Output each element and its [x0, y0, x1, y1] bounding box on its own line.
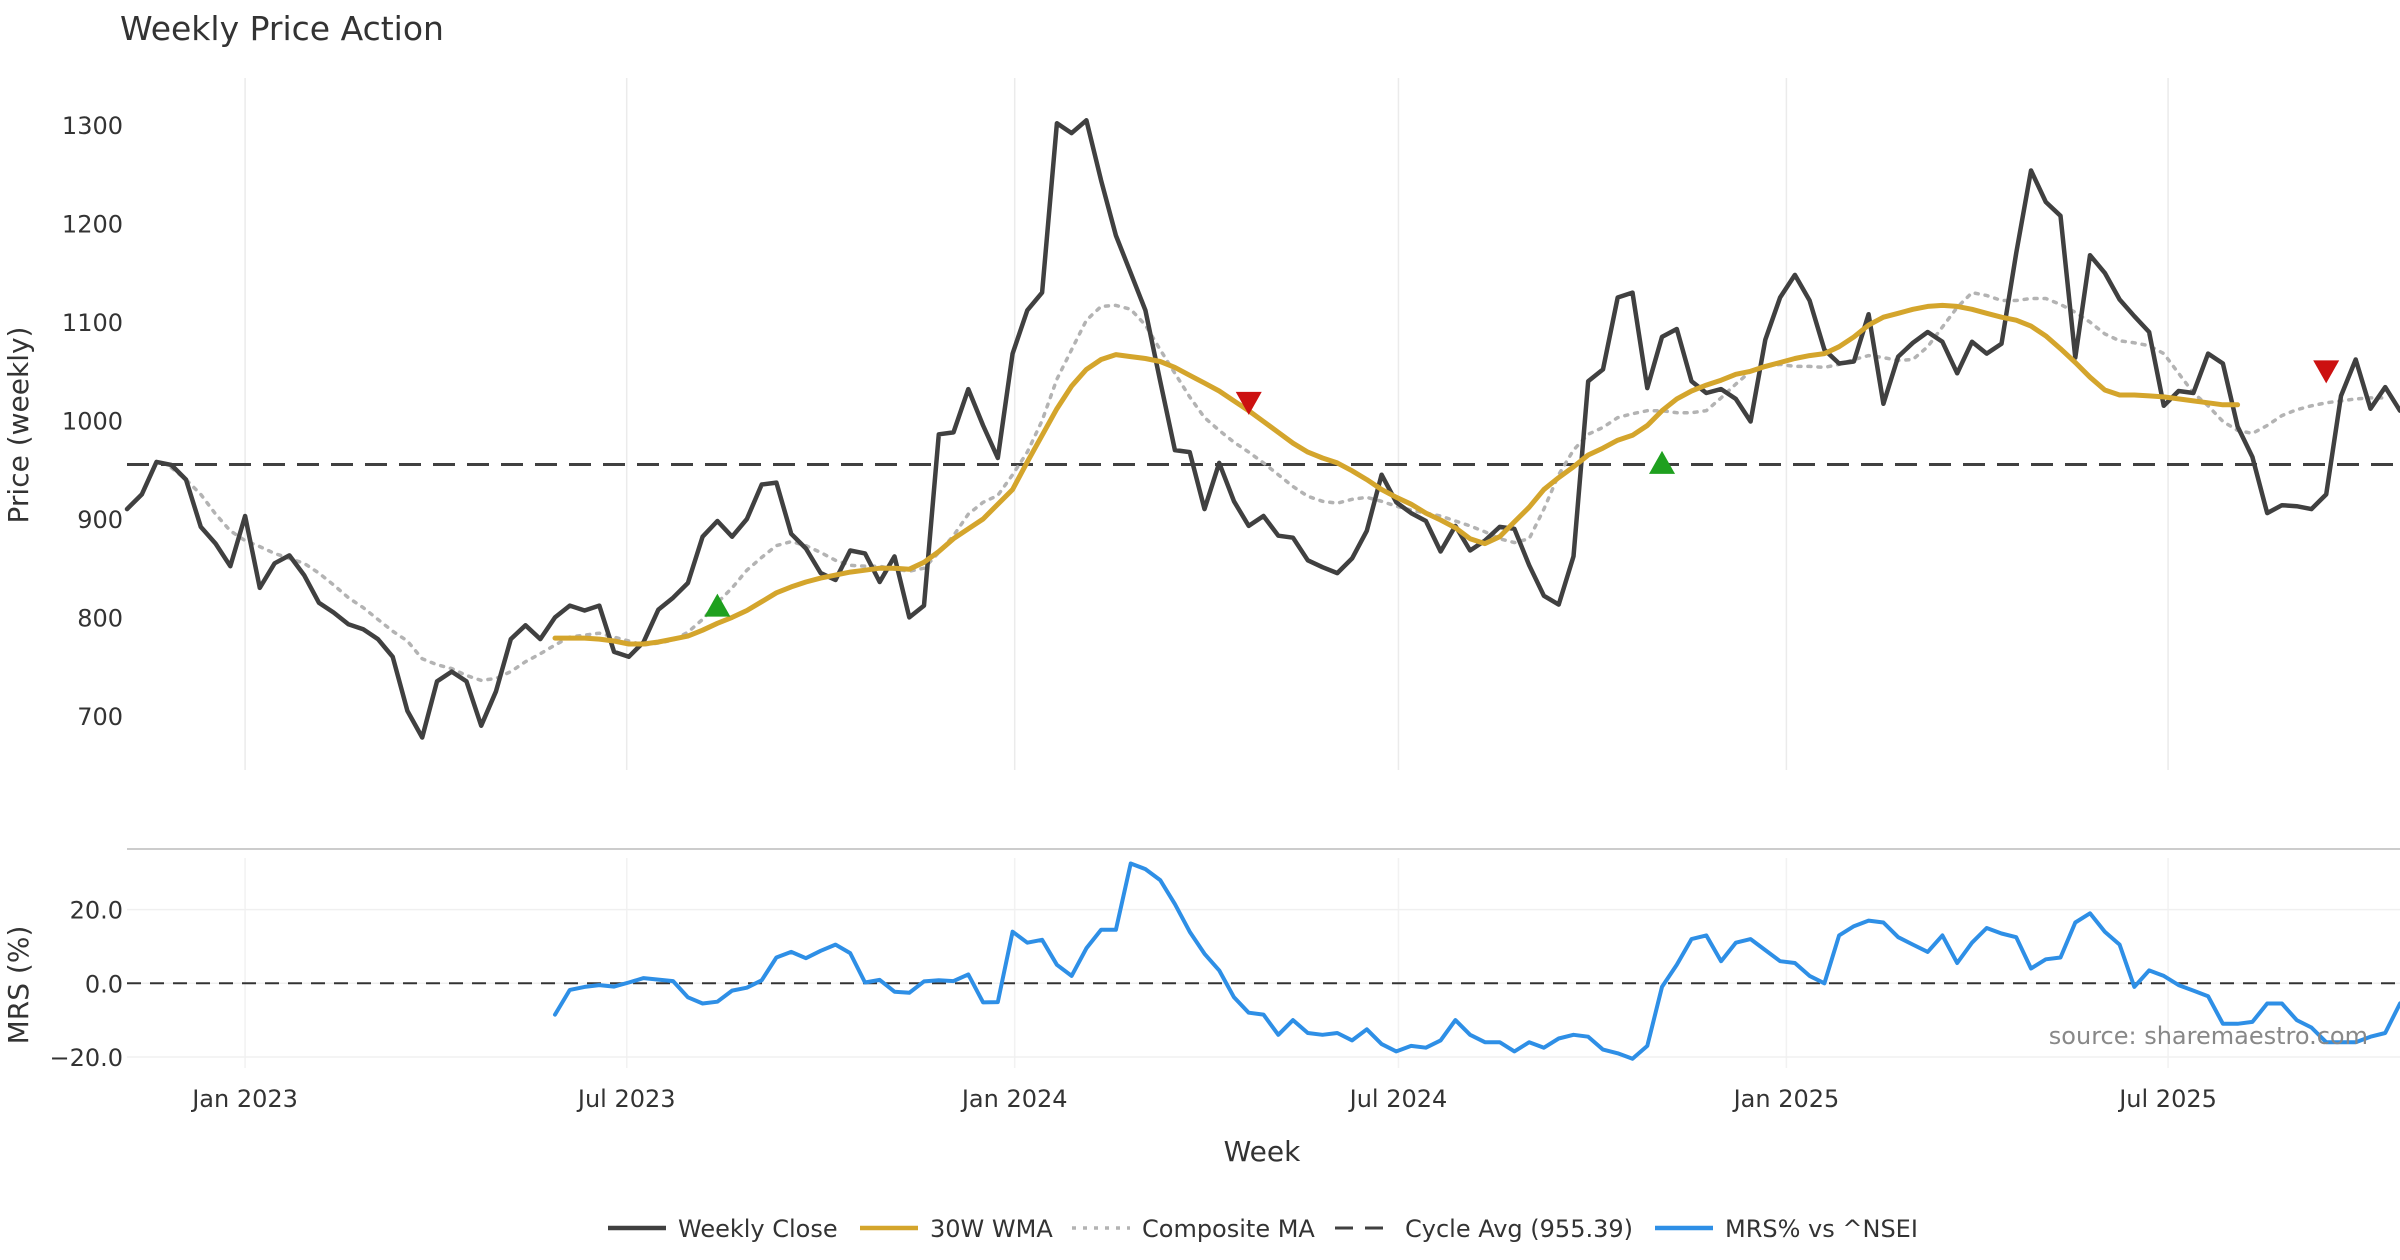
legend-label: 30W WMA [930, 1215, 1053, 1243]
price-y-tick-label: 1200 [62, 211, 123, 239]
legend-label: Weekly Close [678, 1215, 838, 1243]
series-line-30w-wma [552, 302, 2241, 647]
buy-signal-marker [1649, 450, 1676, 474]
price-y-tick-label: 1100 [62, 309, 123, 337]
sell-signal-marker [2313, 360, 2340, 384]
legend-label: Composite MA [1142, 1215, 1315, 1243]
chart-title: Weekly Price Action [120, 9, 444, 48]
price-y-axis-label: Price (weekly) [2, 327, 35, 524]
mrs-y-tick-label: 0.0 [85, 970, 123, 998]
x-tick-label: Jan 2025 [1732, 1085, 1840, 1113]
x-tick-label: Jul 2023 [576, 1085, 676, 1113]
x-axis-ticks: Jan 2023 Jul 2023 Jan 2024 Jul 2024 Jan 2025… [190, 1085, 2217, 1113]
price-y-ticks: 700 800 900 1000 1100 1200 1300 [62, 112, 123, 731]
x-tick-label: Jan 2024 [960, 1085, 1068, 1113]
series-line-composite-ma [169, 290, 2387, 683]
mrs-y-ticks: 20.0 0.0 −20.0 [49, 897, 123, 1072]
price-y-tick-label: 1300 [62, 112, 123, 140]
legend-label: Cycle Avg (955.39) [1405, 1215, 1633, 1243]
sell-signal-marker [1235, 391, 1262, 415]
price-series-group [124, 118, 2400, 740]
price-y-tick-label: 900 [77, 506, 123, 534]
mrs-y-tick-label: −20.0 [49, 1044, 123, 1072]
series-line-mrs [553, 861, 2400, 1061]
source-annotation: source: sharemaestro.com [2049, 1022, 2368, 1050]
mrs-y-axis-label: MRS (%) [2, 926, 35, 1045]
mrs-series-group [553, 861, 2400, 1061]
signal-markers [704, 360, 2340, 617]
x-axis-label: Week [1224, 1135, 1301, 1168]
x-tick-label: Jan 2023 [190, 1085, 298, 1113]
legend-label: MRS% vs ^NSEI [1725, 1215, 1918, 1243]
legend: Weekly Close 30W WMA Composite MA Cycle Avg… [608, 1215, 1918, 1243]
price-y-tick-label: 700 [77, 703, 123, 731]
x-tick-label: Jul 2024 [1348, 1085, 1448, 1113]
price-y-tick-label: 800 [77, 604, 123, 632]
x-tick-label: Jul 2025 [2117, 1085, 2217, 1113]
mrs-y-tick-label: 20.0 [70, 897, 123, 925]
price-y-tick-label: 1000 [62, 408, 123, 436]
buy-signal-marker [704, 593, 731, 617]
series-line-weekly-close [124, 118, 2400, 740]
price-panel-gridlines [244, 78, 2169, 770]
